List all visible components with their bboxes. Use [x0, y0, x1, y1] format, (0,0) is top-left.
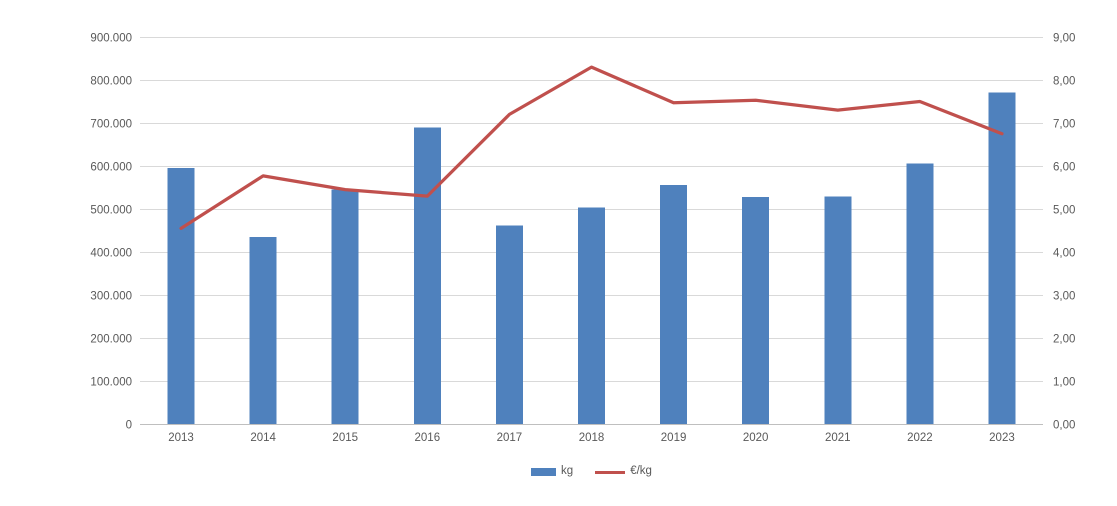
- price-series-swatch: [595, 470, 626, 474]
- y-axis-label-left: 100.000: [90, 377, 132, 389]
- price-series-label: €/kg: [630, 465, 652, 478]
- bar-2023[interactable]: [988, 92, 1016, 424]
- x-axis-label: 2022: [907, 432, 933, 444]
- bar-2017[interactable]: [495, 225, 523, 424]
- x-axis-label: 2014: [250, 432, 276, 444]
- x-axis-label: 2015: [332, 432, 358, 444]
- y-axis-label-right: 7,00: [1053, 119, 1075, 131]
- bar-2013[interactable]: [167, 168, 195, 424]
- x-axis-label: 2017: [497, 432, 523, 444]
- y-axis-label-right: 8,00: [1053, 76, 1075, 88]
- y-axis-label-left: 0: [126, 420, 132, 432]
- y-axis-label-left: 900.000: [90, 33, 132, 45]
- y-axis-label-right: 0,00: [1053, 420, 1075, 432]
- y-axis-label-left: 400.000: [90, 248, 132, 260]
- x-axis-label: 2021: [825, 432, 851, 444]
- y-axis-label-left: 300.000: [90, 291, 132, 303]
- y-axis-label-right: 5,00: [1053, 205, 1075, 217]
- y-axis-label-right: 9,00: [1053, 33, 1075, 45]
- y-axis-label-left: 600.000: [90, 162, 132, 174]
- legend: kg €/kg: [140, 463, 1043, 481]
- y-axis-label-left: 200.000: [90, 334, 132, 346]
- bar-2018[interactable]: [578, 207, 605, 424]
- price-line[interactable]: [179, 65, 1004, 230]
- y-axis-label-left: 700.000: [90, 119, 132, 131]
- y-axis-label-left: 500.000: [90, 205, 132, 217]
- y-axis-label-right: 6,00: [1053, 162, 1075, 174]
- x-axis-label: 2020: [743, 432, 769, 444]
- y-axis-label-right: 4,00: [1053, 248, 1075, 260]
- kg-series-label: kg: [561, 465, 574, 478]
- x-axis-label: 2018: [579, 432, 605, 444]
- y-axis-label-right: 2,00: [1053, 334, 1075, 346]
- y-axis-label-left: 800.000: [90, 76, 132, 88]
- legend-item-kg[interactable]: kg: [531, 466, 573, 478]
- bar-2020[interactable]: [742, 196, 770, 424]
- x-axis-label: 2019: [661, 432, 687, 444]
- kg-series-swatch: [531, 468, 557, 476]
- bar-2015[interactable]: [331, 189, 359, 424]
- bar-2022[interactable]: [906, 163, 934, 425]
- bar-2014[interactable]: [249, 236, 277, 424]
- bar-2021[interactable]: [824, 196, 852, 424]
- x-axis-label: 2023: [989, 432, 1015, 444]
- y-axis-label-right: 3,00: [1053, 291, 1075, 303]
- y-axis-label-right: 1,00: [1053, 377, 1075, 389]
- bar-2019[interactable]: [660, 184, 688, 424]
- x-axis-label: 2016: [415, 432, 441, 444]
- legend-item-eur-per-kg[interactable]: €/kg: [595, 466, 652, 478]
- x-axis-label: 2013: [168, 432, 194, 444]
- bar-2016[interactable]: [413, 127, 441, 425]
